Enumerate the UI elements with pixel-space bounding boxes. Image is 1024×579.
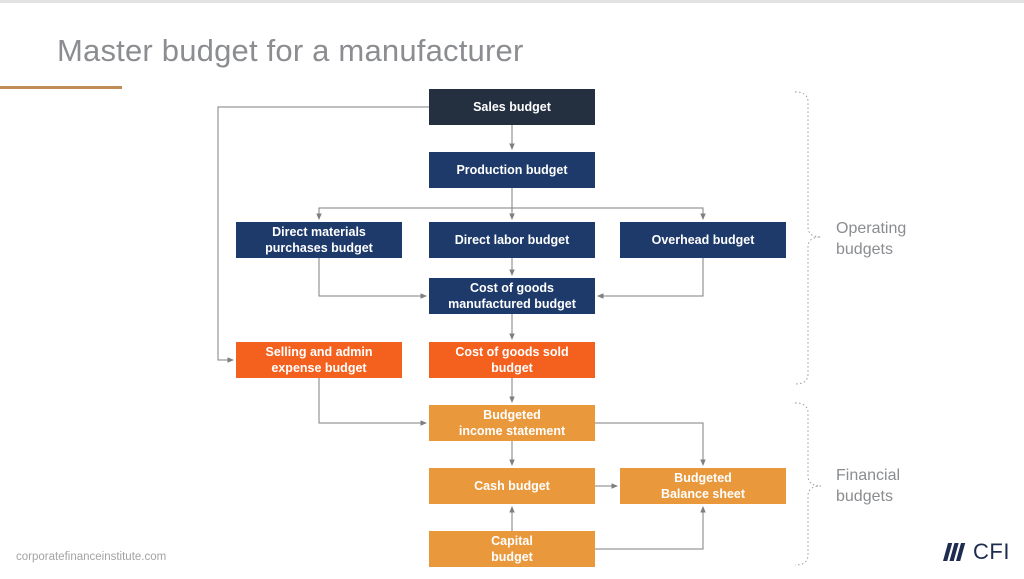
flow-node-direct-materials: Direct materials purchases budget [236,222,402,258]
accent-underline [0,86,122,89]
cfi-logo: CFI [943,541,1010,563]
flow-node-income: Budgeted income statement [429,405,595,441]
cfi-logo-text: CFI [973,539,1010,564]
top-border [0,0,1024,3]
page-title: Master budget for a manufacturer [57,33,524,68]
flow-node-sales: Sales budget [429,89,595,125]
flow-node-capital: Capital budget [429,531,595,567]
flow-node-cash: Cash budget [429,468,595,504]
financial-budgets-label: Financial budgets [836,467,901,506]
flow-node-cogs: Cost of goods sold budget [429,342,595,378]
operating-budgets-label: Operating budgets [836,220,907,259]
footer-url: corporatefinanceinstitute.com [16,551,167,563]
flow-node-direct-labor: Direct labor budget [429,222,595,258]
flow-node-overhead: Overhead budget [620,222,786,258]
flow-node-selling-admin: Selling and admin expense budget [236,342,402,378]
cfi-logo-bars-icon [943,543,966,561]
flow-node-production: Production budget [429,152,595,188]
flow-node-cogm: Cost of goods manufactured budget [429,278,595,314]
flow-node-balance: Budgeted Balance sheet [620,468,786,504]
